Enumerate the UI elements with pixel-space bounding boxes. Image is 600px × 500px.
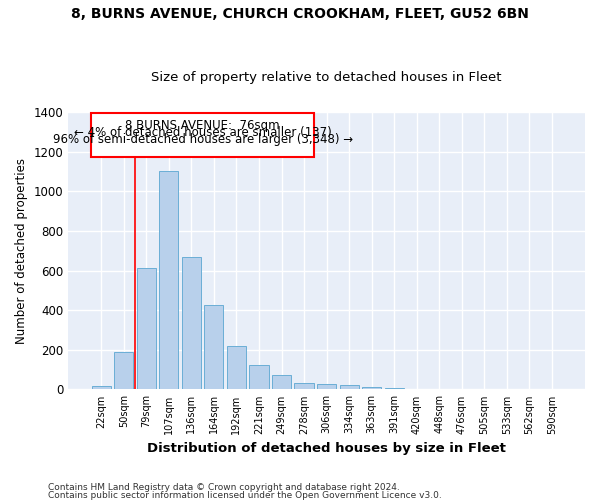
Bar [340, 386, 359, 390]
Y-axis label: Number of detached properties: Number of detached properties [15, 158, 28, 344]
Bar [295, 383, 314, 390]
Bar [407, 389, 426, 390]
Text: ← 4% of detached houses are smaller (137): ← 4% of detached houses are smaller (137… [74, 126, 332, 139]
Text: 8, BURNS AVENUE, CHURCH CROOKHAM, FLEET, GU52 6BN: 8, BURNS AVENUE, CHURCH CROOKHAM, FLEET,… [71, 8, 529, 22]
Bar [137, 268, 156, 390]
Text: 8 BURNS AVENUE:  76sqm: 8 BURNS AVENUE: 76sqm [125, 119, 280, 132]
Bar [227, 346, 246, 390]
Text: Contains HM Land Registry data © Crown copyright and database right 2024.: Contains HM Land Registry data © Crown c… [48, 484, 400, 492]
Text: Contains public sector information licensed under the Open Government Licence v3: Contains public sector information licen… [48, 490, 442, 500]
Bar [182, 256, 201, 390]
Bar [362, 388, 381, 390]
Bar [317, 384, 336, 390]
Bar [250, 364, 269, 390]
FancyBboxPatch shape [91, 113, 314, 156]
Text: 96% of semi-detached houses are larger (3,348) →: 96% of semi-detached houses are larger (… [53, 133, 353, 146]
Bar [114, 352, 133, 390]
Bar [272, 374, 291, 390]
Bar [159, 172, 178, 390]
Bar [205, 305, 223, 390]
X-axis label: Distribution of detached houses by size in Fleet: Distribution of detached houses by size … [147, 442, 506, 455]
Title: Size of property relative to detached houses in Fleet: Size of property relative to detached ho… [151, 72, 502, 85]
Bar [92, 386, 111, 390]
Bar [385, 388, 404, 390]
